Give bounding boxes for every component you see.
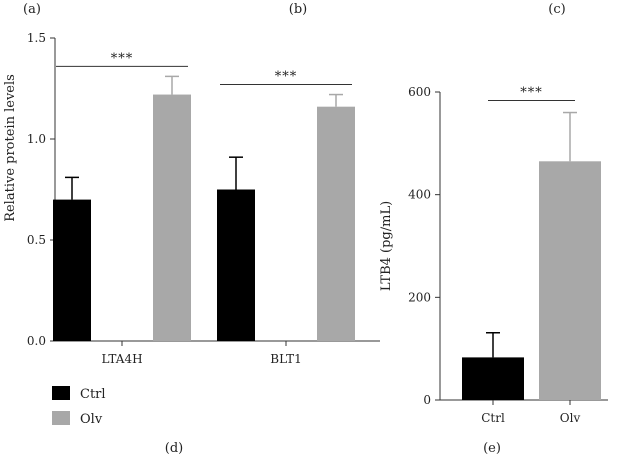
chart-d-bar-ctrl [217, 189, 255, 341]
legend-label-ctrl: Ctrl [80, 387, 106, 402]
chart-d-sig-label: *** [275, 70, 298, 85]
chart-d-ylabel: Relative protein levels [3, 74, 18, 222]
chart-d-ytick-label: 0.5 [27, 233, 46, 247]
chart-e-category-label: Olv [560, 411, 581, 425]
chart-d-ytick-label: 1.5 [27, 31, 46, 45]
chart-d: Relative protein levels 0.0 0.5 1.0 1.5 LTA4… [3, 31, 380, 366]
panel-label-e: (e) [483, 441, 501, 456]
chart-e-ytick-label: 0 [423, 393, 431, 407]
chart-d-bar-ctrl [53, 199, 91, 341]
chart-d-bar-olv [317, 106, 355, 342]
legend: Ctrl Olv [52, 386, 106, 427]
chart-d-bar-olv [153, 94, 191, 341]
chart-e-ytick-label: 200 [408, 290, 431, 304]
chart-d-sig-label: *** [111, 51, 134, 66]
panel-label-d: (d) [165, 441, 183, 456]
chart-d-category-label: BLT1 [270, 352, 301, 366]
panel-label-b: (b) [289, 2, 307, 17]
panel-label-a: (a) [23, 2, 41, 17]
chart-e-bar-olv [539, 161, 601, 400]
chart-e-bar-ctrl [462, 357, 524, 400]
chart-d-ytick-label: 0.0 [27, 334, 46, 348]
chart-d-category-label: LTA4H [101, 352, 142, 366]
chart-e: LTB4 (pg/mL) 0 200 400 600 Ctrl Olv *** [379, 85, 608, 425]
panel-label-c: (c) [548, 2, 565, 17]
chart-e-ytick-label: 400 [408, 188, 431, 202]
legend-swatch-ctrl [52, 386, 70, 400]
legend-label-olv: Olv [80, 412, 103, 427]
chart-e-sig-label: *** [520, 86, 543, 101]
chart-e-category-label: Ctrl [481, 411, 505, 425]
chart-d-ytick-label: 1.0 [27, 132, 46, 146]
legend-swatch-olv [52, 411, 70, 425]
chart-e-ytick-label: 600 [408, 85, 431, 99]
chart-e-ylabel: LTB4 (pg/mL) [379, 201, 394, 291]
